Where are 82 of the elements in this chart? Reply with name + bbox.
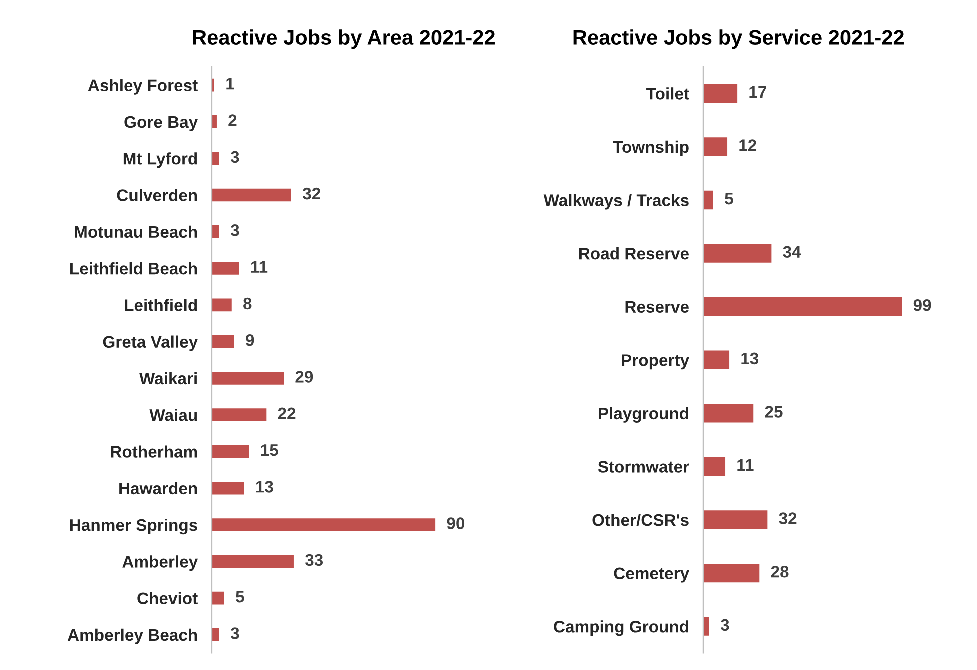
y-tick-label: Gore Bay	[124, 116, 198, 132]
y-tick-label: Township	[613, 140, 689, 156]
y-tick-label: Ashley Forest	[88, 79, 198, 95]
y-tick-label: Greta Valley	[103, 336, 198, 352]
chart-title: Reactive Jobs by Service 2021-22	[574, 30, 904, 50]
data-label: 25	[765, 406, 783, 418]
bar	[703, 457, 726, 476]
y-tick-label: Camping Ground	[554, 620, 688, 636]
y-tick-label: Hawarden	[120, 482, 198, 495]
data-label: 1	[226, 78, 234, 90]
data-label: 11	[251, 261, 268, 273]
bar	[212, 482, 244, 495]
bar	[703, 510, 768, 530]
data-label: 11	[738, 460, 754, 472]
bar	[212, 628, 220, 642]
bar	[703, 138, 728, 156]
data-label: 2	[228, 114, 237, 126]
bar	[212, 408, 267, 422]
bar	[212, 555, 294, 568]
data-label: 90	[447, 518, 465, 530]
data-label: 3	[230, 224, 240, 236]
data-label: 13	[742, 352, 759, 365]
bar	[703, 404, 754, 423]
bar	[212, 372, 284, 385]
data-label: 28	[771, 566, 789, 578]
data-label: 8	[244, 298, 252, 310]
bar	[212, 592, 224, 605]
y-tick-label: Amberley	[122, 556, 198, 572]
data-label: 32	[779, 512, 797, 525]
data-label: 99	[914, 300, 932, 312]
y-tick-label: Amberley Beach	[68, 628, 198, 644]
bar	[212, 188, 292, 202]
data-label: 3	[230, 151, 240, 164]
y-tick-label: Culverden	[117, 189, 198, 202]
data-label: 32	[302, 188, 320, 200]
y-tick-label: Waikari	[139, 372, 197, 385]
bar	[703, 190, 714, 210]
bar	[212, 225, 220, 238]
bar	[212, 518, 436, 532]
y-tick-label: Motunau Beach	[75, 226, 198, 238]
bar	[703, 617, 710, 636]
bar	[703, 84, 738, 103]
y-tick-label: Mt Lyford	[124, 152, 198, 168]
y-tick-label: Cemetery	[614, 568, 690, 583]
bar	[212, 152, 220, 166]
bar	[212, 335, 234, 348]
data-label: 12	[740, 140, 757, 152]
data-label: 13	[256, 481, 274, 493]
y-tick-label: Waiau	[150, 409, 198, 422]
data-label: 5	[725, 193, 734, 205]
data-label: 17	[750, 86, 766, 98]
y-tick-label: Playground	[598, 407, 688, 423]
y-tick-label: Property	[622, 354, 690, 370]
data-label: 33	[305, 554, 324, 566]
y-tick-label: Leithfield	[125, 299, 198, 312]
y-tick-label: Cheviot	[138, 592, 198, 604]
bar	[703, 244, 772, 263]
bar	[703, 350, 730, 370]
chart-title: Reactive Jobs by Area 2021-22	[193, 30, 495, 50]
data-label: 29	[296, 371, 314, 383]
bar	[212, 445, 250, 458]
data-label: 22	[278, 408, 296, 420]
y-tick-label: Stormwater	[598, 461, 690, 473]
data-label: 3	[230, 628, 240, 640]
y-tick-label: Rotherham	[111, 446, 198, 458]
y-tick-label: Hanmer Springs	[70, 518, 198, 535]
y-tick-label: Reserve	[626, 301, 689, 314]
bar	[212, 262, 240, 275]
data-label: 3	[720, 619, 730, 632]
bar	[212, 298, 232, 312]
y-tick-label: Road Reserve	[580, 247, 689, 260]
bar	[703, 564, 760, 583]
data-label: 15	[261, 444, 278, 456]
y-tick-label: Toilet	[646, 88, 690, 100]
y-tick-label: Other/CSR's	[592, 514, 689, 526]
data-label: 5	[236, 591, 244, 603]
bar	[212, 116, 217, 128]
bar	[703, 298, 902, 316]
data-label: 34	[783, 246, 802, 258]
y-tick-label: Walkways / Tracks	[544, 194, 689, 210]
data-label: 9	[246, 334, 254, 346]
y-tick-label: Leithfield Beach	[70, 262, 198, 275]
